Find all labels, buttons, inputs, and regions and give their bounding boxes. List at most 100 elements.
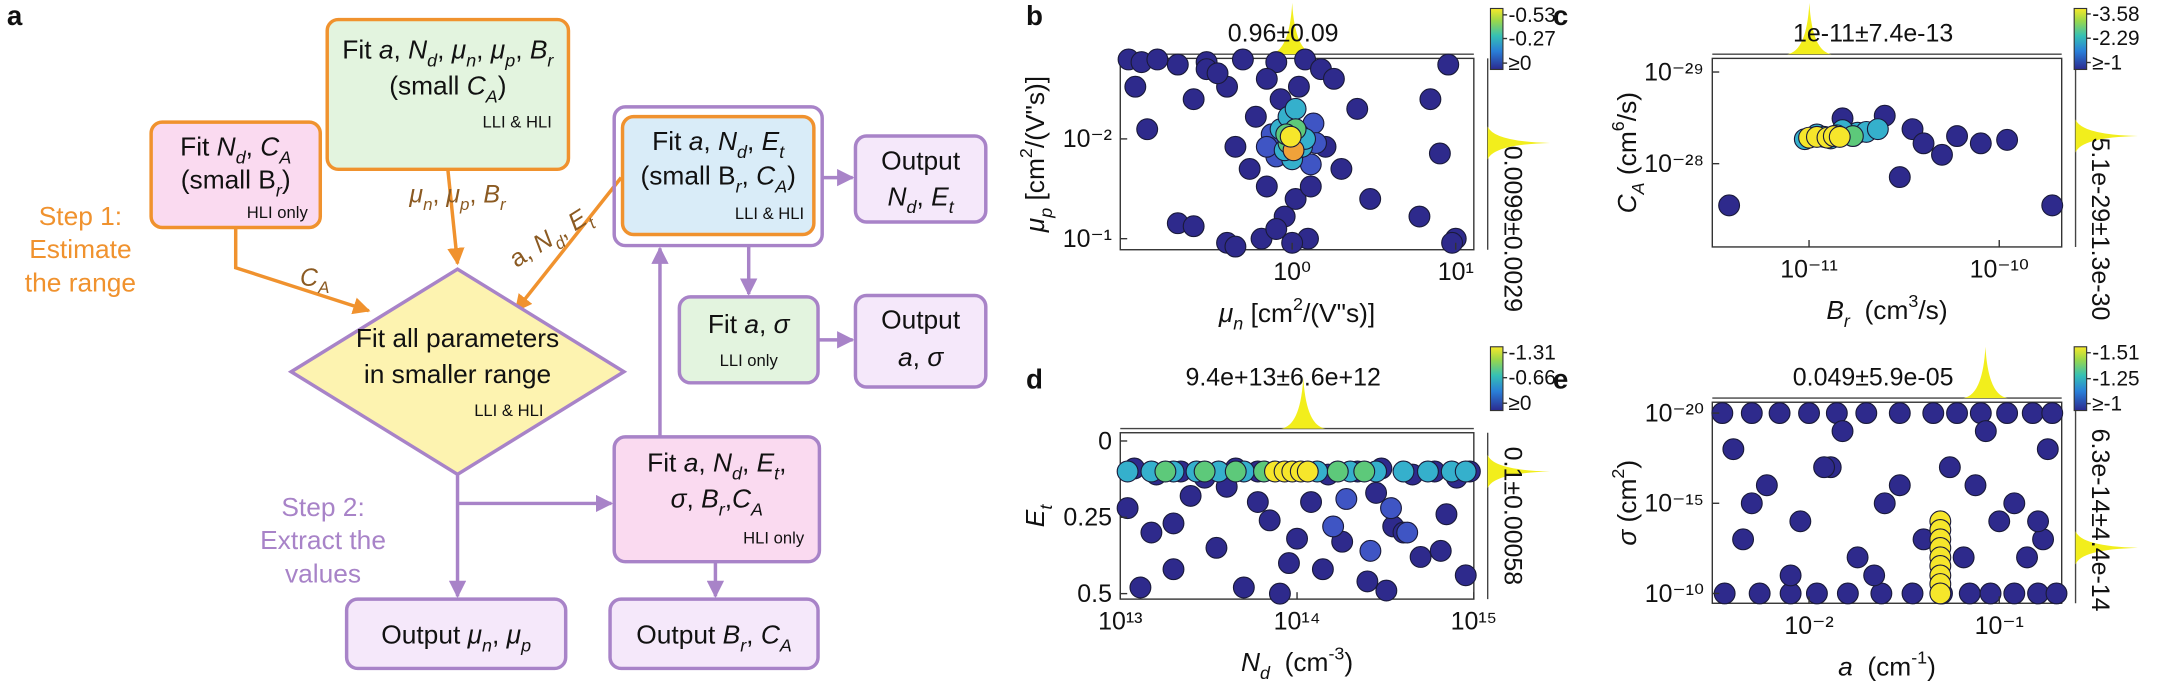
step-label: Extract the: [260, 525, 386, 555]
point: [1929, 582, 1952, 605]
node-box: [325, 17, 571, 172]
point: [1268, 582, 1291, 605]
node-box: [853, 293, 988, 389]
text-run: Fit: [652, 126, 689, 156]
text-run: ,: [433, 181, 447, 209]
text-run: μ: [1020, 218, 1050, 233]
text-run: 2: [1293, 294, 1303, 314]
point: [1278, 552, 1300, 575]
text-run: C: [732, 484, 752, 514]
point: [2032, 528, 2055, 551]
arrow: [514, 176, 623, 313]
text-run: [cm: [1243, 298, 1293, 328]
point: [1326, 460, 1349, 483]
point: [1846, 546, 1869, 569]
text-run: A: [317, 278, 329, 297]
text-run: A: [750, 500, 763, 520]
point: [1946, 125, 1968, 148]
point: [1255, 175, 1278, 198]
text-run: ,: [687, 484, 702, 514]
text-run: μ: [467, 619, 482, 649]
point: [1296, 460, 1319, 483]
rich-text: Fit a, σ: [708, 309, 791, 339]
point: [1454, 564, 1477, 587]
panel-label: d: [1026, 363, 1043, 394]
text-run: σ: [927, 342, 944, 372]
right-annotation: 0.0099±0.0029: [1498, 146, 1526, 312]
step-label: Step 1:: [39, 201, 122, 231]
text-run: A: [774, 176, 787, 196]
point: [1740, 492, 1763, 515]
rich-text: in smaller range: [364, 359, 551, 389]
point: [2041, 402, 2064, 425]
point: [1224, 460, 1247, 483]
text-run: Fit: [647, 448, 684, 478]
y-tick-label: 0: [1098, 427, 1112, 455]
text-run: ,: [246, 131, 261, 161]
point: [1116, 497, 1139, 520]
text-run: Fit all parameters: [356, 323, 559, 353]
panel-label: a: [7, 0, 23, 31]
marginal-top: [1270, 2, 1315, 55]
point: [1392, 460, 1415, 483]
point: [1353, 460, 1376, 483]
text-run: μ: [445, 181, 460, 209]
point: [1912, 132, 1935, 155]
right-annotation: 0.1±0.00058: [1498, 447, 1526, 586]
marginal-right: [2075, 119, 2138, 153]
point: [1375, 579, 1398, 602]
point: [1988, 510, 2011, 533]
point: [1179, 484, 1202, 507]
text-run: (cm: [1612, 479, 1642, 530]
text-run: a: [898, 342, 913, 372]
text-run: d: [1260, 663, 1271, 683]
text-run: t: [1036, 504, 1056, 510]
text-run: (cm: [1853, 651, 1912, 681]
point: [1768, 402, 1791, 425]
point: [1356, 570, 1379, 593]
text-run: ,: [917, 181, 932, 211]
point: [1238, 157, 1261, 180]
text-run: ): [1612, 460, 1642, 469]
point: [1441, 231, 1464, 254]
point: [1952, 546, 1975, 569]
rich-text: Output: [881, 145, 961, 175]
rich-text: σ (cm2): [1608, 460, 1642, 546]
text-run: E: [931, 181, 949, 211]
rich-text: Fit all parameters: [356, 323, 559, 353]
point: [1287, 75, 1310, 98]
point: [2027, 510, 2050, 533]
text-run: ,: [698, 448, 713, 478]
text-run: a: [379, 34, 394, 64]
point: [1855, 402, 1878, 425]
point: [1255, 67, 1278, 90]
x-tick-label: 10¹: [1438, 258, 1474, 286]
point: [1380, 497, 1402, 520]
colorbar-tick-label: ≥0: [1508, 392, 1531, 415]
point: [1938, 456, 1961, 479]
point: [1813, 456, 1836, 479]
marginal-top: [1963, 346, 2008, 399]
point: [1265, 218, 1288, 240]
colorbar-tick-label: -1.51: [2092, 342, 2139, 365]
point: [1740, 402, 1763, 425]
text-run: ,: [746, 619, 761, 649]
text-run: n: [482, 635, 492, 655]
text-run: 6: [1608, 121, 1628, 131]
text-run: p: [459, 195, 469, 214]
text-run: ,: [913, 342, 928, 372]
text-run: a: [689, 126, 704, 156]
y-tick-label: 0.5: [1077, 580, 1112, 608]
point: [1964, 474, 1987, 497]
text-run: ,: [747, 126, 762, 156]
point: [1408, 205, 1431, 228]
colorbar-tick-label: -1.31: [1508, 342, 1555, 365]
text-run: C: [260, 131, 280, 161]
text-run: σ: [1612, 529, 1642, 546]
rich-text: (small CA): [389, 70, 506, 106]
text-run: (cm: [1270, 647, 1329, 677]
point: [1300, 491, 1323, 513]
text-run: B: [723, 619, 741, 649]
y-tick-label: 10⁻¹⁰: [1645, 580, 1704, 608]
point: [1299, 175, 1322, 198]
